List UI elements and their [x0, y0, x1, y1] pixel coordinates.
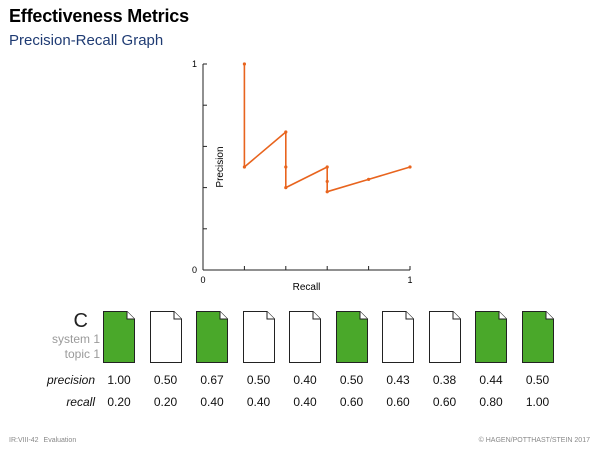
footer-left: IR:VIII-42 Evaluation — [9, 437, 76, 444]
data-point-9 — [367, 177, 371, 181]
precision-value-7: 0.43 — [386, 373, 410, 387]
footer-copyright: © HAGEN/POTTHAST/STEIN 2017 — [478, 437, 590, 444]
data-point-1 — [242, 62, 246, 66]
data-point-8 — [325, 190, 329, 194]
precision-value-9: 0.44 — [479, 373, 503, 387]
recall-value-4: 0.40 — [246, 395, 271, 409]
precision-value-5: 0.40 — [293, 373, 317, 387]
ranking-letter: C — [73, 310, 88, 332]
precision-value-6: 0.50 — [339, 373, 364, 387]
x-tick-label-1: 1 — [407, 275, 412, 285]
recall-value-2: 0.20 — [153, 395, 178, 409]
precision-value-2: 0.50 — [153, 373, 178, 387]
chart-series-line — [243, 64, 411, 193]
y-tick-label-0: 0 — [192, 265, 197, 275]
recall-value-7: 0.60 — [386, 395, 410, 409]
footer-section: Evaluation — [43, 437, 77, 444]
x-tick-label-0: 0 — [200, 275, 205, 285]
precision-recall-line — [243, 64, 411, 193]
chart-axes — [202, 64, 410, 271]
nonrelevant-document-icon — [382, 311, 414, 363]
nonrelevant-document-icon — [242, 311, 275, 363]
data-point-5 — [284, 186, 288, 190]
relevant-document-icon — [196, 311, 228, 363]
y-axis-label: Precision — [215, 146, 226, 187]
x-axis-label: Recall — [293, 282, 321, 293]
data-point-3 — [284, 130, 288, 134]
chart-ticks — [202, 63, 411, 271]
recall-value-1: 0.20 — [107, 395, 131, 409]
precision-value-8: 0.38 — [432, 373, 457, 387]
nonrelevant-document-icon — [149, 311, 182, 363]
slide-title: Effectiveness Metrics — [9, 6, 189, 26]
data-point-4 — [284, 165, 288, 169]
recall-value-8: 0.60 — [432, 395, 457, 409]
recall-value-6: 0.60 — [339, 395, 364, 409]
data-point-6 — [325, 165, 329, 169]
recall-value-3: 0.40 — [200, 395, 224, 409]
precision-recall-chart: 0 1 0 1 Recall Precision — [192, 59, 413, 293]
topic-label: topic 1 — [64, 347, 100, 361]
system-legend: C system 1 topic 1 — [20, 310, 100, 362]
relevant-document-icon — [335, 311, 368, 363]
precision-value-10: 0.50 — [525, 373, 550, 387]
slide-subtitle: Precision-Recall Graph — [9, 32, 164, 49]
recall-value-9: 0.80 — [479, 395, 503, 409]
relevant-document-icon — [103, 311, 135, 363]
relevant-document-icon — [475, 311, 507, 363]
chart-points — [242, 62, 412, 194]
recall-value-10: 1.00 — [525, 395, 550, 409]
data-point-2 — [242, 165, 246, 169]
data-point-10 — [408, 165, 412, 169]
recall-row-label: recall — [66, 395, 95, 409]
precision-row-label: precision — [46, 373, 95, 387]
ranked-document-list — [103, 311, 563, 367]
relevant-document-icon — [521, 311, 554, 363]
y-tick-label-1: 1 — [192, 59, 197, 69]
recall-value-5: 0.40 — [293, 395, 317, 409]
footer-code: IR:VIII-42 — [9, 437, 39, 444]
precision-value-3: 0.67 — [200, 373, 224, 387]
precision-value-1: 1.00 — [107, 373, 131, 387]
data-point-7 — [325, 179, 329, 184]
system-label: system 1 — [51, 332, 100, 346]
precision-value-4: 0.50 — [246, 373, 271, 387]
nonrelevant-document-icon — [428, 311, 461, 363]
nonrelevant-document-icon — [289, 311, 321, 363]
